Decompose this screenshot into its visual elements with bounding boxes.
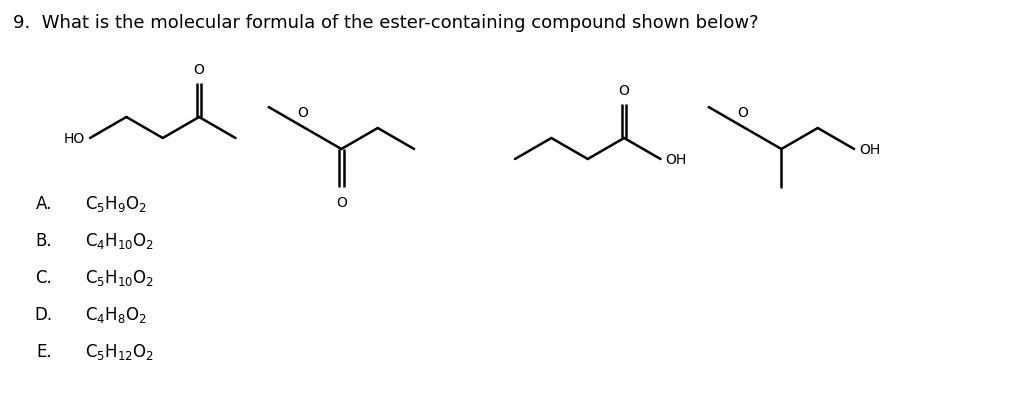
Text: D.: D. bbox=[34, 305, 52, 323]
Text: HO: HO bbox=[63, 132, 85, 146]
Text: O: O bbox=[298, 106, 308, 120]
Text: A.: A. bbox=[36, 195, 52, 212]
Text: C$_5$H$_{10}$O$_2$: C$_5$H$_{10}$O$_2$ bbox=[85, 267, 155, 287]
Text: O: O bbox=[336, 195, 347, 209]
Text: C$_5$H$_{12}$O$_2$: C$_5$H$_{12}$O$_2$ bbox=[85, 341, 155, 361]
Text: O: O bbox=[618, 84, 630, 98]
Text: O: O bbox=[194, 63, 205, 77]
Text: C$_5$H$_9$O$_2$: C$_5$H$_9$O$_2$ bbox=[85, 194, 146, 214]
Text: OH: OH bbox=[666, 153, 687, 166]
Text: O: O bbox=[737, 106, 749, 120]
Text: C$_4$H$_8$O$_2$: C$_4$H$_8$O$_2$ bbox=[85, 304, 146, 324]
Text: E.: E. bbox=[37, 342, 52, 360]
Text: B.: B. bbox=[36, 231, 52, 249]
Text: C$_4$H$_{10}$O$_2$: C$_4$H$_{10}$O$_2$ bbox=[85, 230, 155, 250]
Text: C.: C. bbox=[35, 268, 52, 286]
Text: OH: OH bbox=[859, 142, 881, 157]
Text: 9.  What is the molecular formula of the ester-containing compound shown below?: 9. What is the molecular formula of the … bbox=[13, 14, 759, 32]
